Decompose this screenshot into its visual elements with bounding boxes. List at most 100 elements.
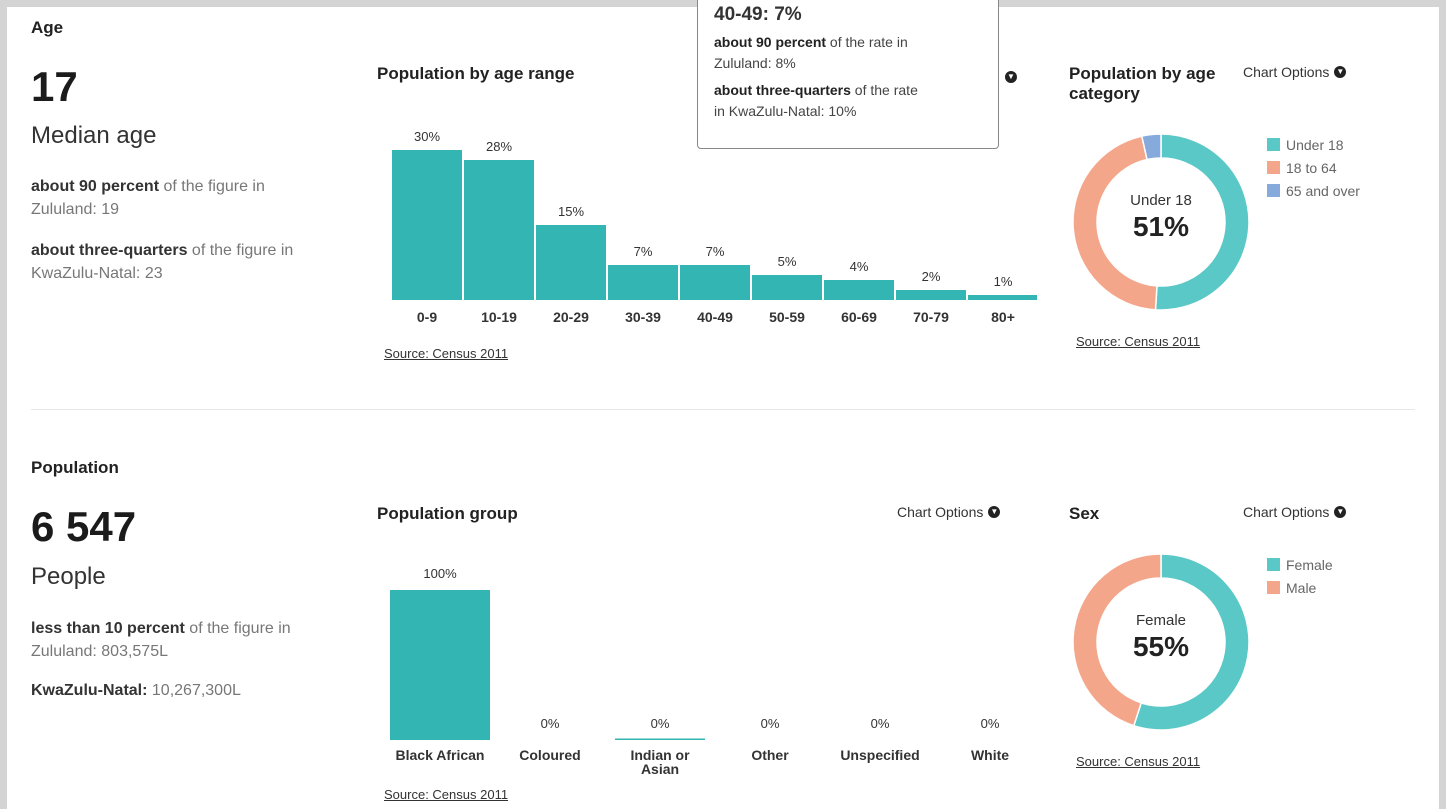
population-group-category-label: Unspecified — [840, 747, 919, 763]
population-comparison-2-bold: KwaZulu-Natal: — [31, 682, 148, 699]
tooltip-line-1: about 90 percent of the rate in Zululand:… — [714, 32, 982, 74]
age-bar-20-29[interactable] — [536, 225, 606, 300]
legend-swatch — [1267, 581, 1280, 594]
section-divider — [31, 409, 1415, 410]
age-donut-center: Under 18 51% — [1097, 192, 1225, 243]
age-range-chart-options-button[interactable]: ▼ — [1005, 66, 1017, 84]
population-group-source-link[interactable]: Source: Census 2011 — [384, 787, 509, 802]
population-value: 6 547 — [31, 503, 137, 550]
age-comparison-2: about three-quarters of the figure in Kw… — [31, 239, 351, 285]
page: Age 17 Median age about 90 percent of th… — [7, 0, 1439, 809]
tooltip-line-2-bold: about three-quarters — [714, 82, 851, 98]
population-group-chart: 100% Black African 0% Coloured 0% Indian orAs… — [390, 566, 1009, 777]
population-comparison-2: KwaZulu-Natal: 10,267,300L — [31, 679, 351, 702]
age-bar-50-59[interactable] — [752, 275, 822, 300]
population-comparison-2-rest: 10,267,300L — [147, 682, 241, 699]
age-comparison-1-rest: of the figure in — [159, 178, 265, 195]
age-bar-30-39[interactable] — [608, 265, 678, 300]
population-comparison-1-rest: of the figure in — [184, 620, 291, 637]
age-category-source-link[interactable]: Source: Census 2011 — [1076, 334, 1201, 349]
age-bar-value-label: 1% — [994, 274, 1013, 289]
age-bar-category-label: 30-39 — [625, 309, 661, 325]
tooltip-line-1-rest: of the rate in — [826, 34, 908, 50]
legend-swatch — [1267, 558, 1280, 571]
age-bar-60-69[interactable] — [824, 280, 894, 300]
population-comparison-1-bold: less than 10 percent — [31, 620, 185, 637]
age-bar-value-label: 28% — [486, 139, 512, 154]
sex-chart-options-button[interactable]: Chart Options ▼ — [1243, 504, 1347, 520]
age-comparison-2-bold: about three-quarters — [31, 242, 188, 259]
age-comparison-2-rest: of the figure in — [187, 242, 294, 259]
population-group-value-label: 0% — [651, 716, 670, 731]
age-bar-category-label: 0-9 — [417, 309, 437, 325]
age-donut-center-label: Under 18 — [1130, 192, 1192, 209]
age-bar-value-label: 7% — [634, 244, 653, 259]
population-group-chart-options-button[interactable]: Chart Options ▼ — [897, 504, 1001, 520]
median-age-value: 17 — [31, 63, 78, 110]
age-bar-value-label: 4% — [850, 259, 869, 274]
legend-swatch — [1267, 138, 1280, 151]
age-comparison-1: about 90 percent of the figure in Zulula… — [31, 175, 351, 221]
population-group-bar[interactable] — [615, 738, 705, 741]
age-donut-center-value: 51% — [1132, 211, 1190, 242]
sex-chart-title: Sex — [1069, 504, 1100, 523]
age-bar-category-label: 50-59 — [769, 309, 805, 325]
sex-donut-center-value: 55% — [1132, 631, 1190, 662]
population-group-category-label: Black African — [396, 747, 485, 763]
tooltip-line-1-place: Zululand: 8% — [714, 55, 796, 71]
donut-slice[interactable] — [1154, 133, 1250, 311]
donut-slice[interactable] — [1140, 133, 1162, 161]
legend-label: Female — [1286, 556, 1333, 573]
age-bar-category-label: 70-79 — [913, 309, 949, 325]
age-bar-0-9[interactable] — [392, 150, 462, 300]
chevron-down-icon: ▼ — [1334, 506, 1347, 518]
age-category-chart-options-button[interactable]: Chart Options ▼ — [1243, 64, 1347, 80]
age-comparison-1-bold: about 90 percent — [31, 178, 160, 195]
age-range-chart-title: Population by age range — [377, 64, 575, 83]
age-range-source-link[interactable]: Source: Census 2011 — [384, 346, 509, 361]
population-group-category-label: Indian or — [630, 747, 690, 763]
sex-donut-center-label: Female — [1135, 612, 1187, 629]
age-section-title: Age — [31, 18, 64, 37]
age-bar-value-label: 15% — [558, 204, 584, 219]
age-bar-category-label: 60-69 — [841, 309, 877, 325]
chevron-down-icon: ▼ — [1334, 66, 1347, 78]
population-group-bar[interactable] — [390, 590, 490, 740]
legend-item: Under 18 — [1267, 133, 1360, 156]
age-bar-80+[interactable] — [968, 295, 1037, 300]
age-bar-70-79[interactable] — [896, 290, 966, 300]
sex-donut-center: Female 55% — [1097, 612, 1225, 663]
population-group-value-label: 0% — [871, 716, 890, 731]
age-bar-10-19[interactable] — [464, 160, 534, 300]
legend-item: Male — [1267, 576, 1333, 599]
age-bar-value-label: 5% — [778, 254, 797, 269]
age-bar-value-label: 30% — [414, 129, 440, 144]
legend-item: Female — [1267, 553, 1333, 576]
age-bar-value-label: 2% — [922, 269, 941, 284]
age-category-donut — [1072, 133, 1250, 311]
chart-options-label: Chart Options — [1243, 504, 1330, 520]
legend-label: 65 and over — [1286, 182, 1360, 199]
population-group-category-label: Asian — [641, 761, 679, 777]
age-bar-category-label: 40-49 — [697, 309, 733, 325]
tooltip-line-2-place: in KwaZulu-Natal: 10% — [714, 103, 857, 119]
donut-slice[interactable] — [1072, 135, 1158, 311]
donut-slice[interactable] — [1072, 553, 1162, 727]
tooltip-line-2: about three-quarters of the rate in KwaZu… — [714, 80, 982, 122]
population-group-category-label: Coloured — [519, 747, 580, 763]
population-group-category-label: Other — [751, 747, 789, 763]
sex-source-link[interactable]: Source: Census 2011 — [1076, 754, 1201, 769]
population-group-value-label: 0% — [761, 716, 780, 731]
population-group-value-label: 0% — [981, 716, 1000, 731]
median-age-label: Median age — [31, 122, 157, 149]
legend-label: Under 18 — [1286, 136, 1344, 153]
chevron-down-icon: ▼ — [1005, 71, 1017, 83]
donut-slice[interactable] — [1132, 553, 1250, 731]
age-bar-40-49[interactable] — [680, 265, 750, 300]
age-bar-category-label: 20-29 — [553, 309, 589, 325]
legend-label: Male — [1286, 579, 1317, 596]
age-bar-tooltip: 40-49: 7% about 90 percent of the rate i… — [697, 0, 999, 149]
chevron-down-icon: ▼ — [988, 506, 1001, 518]
legend-item: 18 to 64 — [1267, 156, 1360, 179]
age-category-legend: Under 18 18 to 64 65 and over — [1267, 133, 1360, 202]
